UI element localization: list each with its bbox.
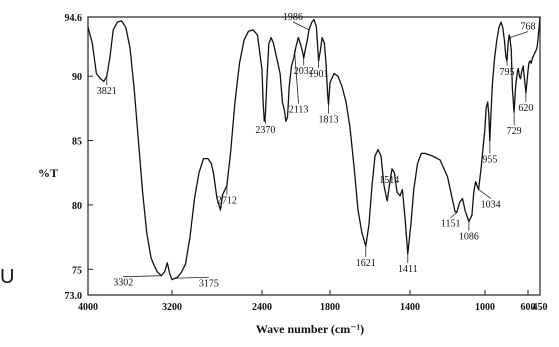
peak-label: 1411 xyxy=(398,264,418,275)
peak-leader-line xyxy=(386,184,390,202)
y-tick-label: 90 xyxy=(72,72,82,83)
x-tick-label: 4000 xyxy=(78,302,98,313)
x-tick-label: 450 xyxy=(533,302,548,313)
x-tick-label: 600 xyxy=(521,302,536,313)
peak-leader-line xyxy=(174,276,209,279)
y-tick-label: 75 xyxy=(72,265,82,276)
peak-label: 2712 xyxy=(217,196,237,207)
y-tick-label: 80 xyxy=(72,201,82,212)
peak-label: 1986 xyxy=(283,12,303,23)
y-tick-label: 85 xyxy=(72,137,82,148)
x-tick-label: 3200 xyxy=(162,302,182,313)
peak-label: 1901 xyxy=(309,69,329,80)
peak-label: 1034 xyxy=(481,199,501,210)
peak-label: 1514 xyxy=(379,175,399,186)
x-tick-label: 1000 xyxy=(475,302,495,313)
peak-label: 2032 xyxy=(294,66,314,77)
y-axis-title: %T xyxy=(38,166,58,180)
peak-leader-line xyxy=(292,21,310,31)
peak-label: 1813 xyxy=(319,115,339,126)
peak-leader-line xyxy=(478,189,491,199)
peak-label: 729 xyxy=(507,126,522,137)
y-tick-label: 73.0 xyxy=(65,291,83,302)
peak-label: 3302 xyxy=(113,278,133,289)
plot-frame xyxy=(87,16,541,296)
peak-leader-line xyxy=(450,212,457,218)
peak-label: 3821 xyxy=(97,86,117,97)
x-tick-label: 1800 xyxy=(320,302,340,313)
peak-label: 2370 xyxy=(255,125,275,136)
peak-label: 1621 xyxy=(356,258,376,269)
y-axis-ticks: 94.6 90 85 80 75 73.0 xyxy=(65,13,93,302)
peak-label: 768 xyxy=(520,22,535,33)
peak-label: 2113 xyxy=(289,104,309,115)
y-tick-label: 94.6 xyxy=(65,13,83,24)
peak-leader-line xyxy=(123,275,162,278)
x-axis-title: Wave number (cm⁻¹) xyxy=(256,322,364,336)
peak-leader-line xyxy=(294,50,299,104)
x-tick-label: 1400 xyxy=(400,302,420,313)
x-tick-label: 2400 xyxy=(252,302,272,313)
spectrum-series-line xyxy=(87,16,541,281)
peak-label: 1086 xyxy=(459,232,479,243)
peak-label: 795 xyxy=(500,67,515,78)
peak-label: 1151 xyxy=(441,219,461,230)
peak-label: 3175 xyxy=(199,278,219,289)
side-letter: U xyxy=(0,266,14,288)
peak-label: 620 xyxy=(518,103,533,114)
peak-leader-line xyxy=(509,31,529,38)
peak-label: 955 xyxy=(482,155,497,166)
